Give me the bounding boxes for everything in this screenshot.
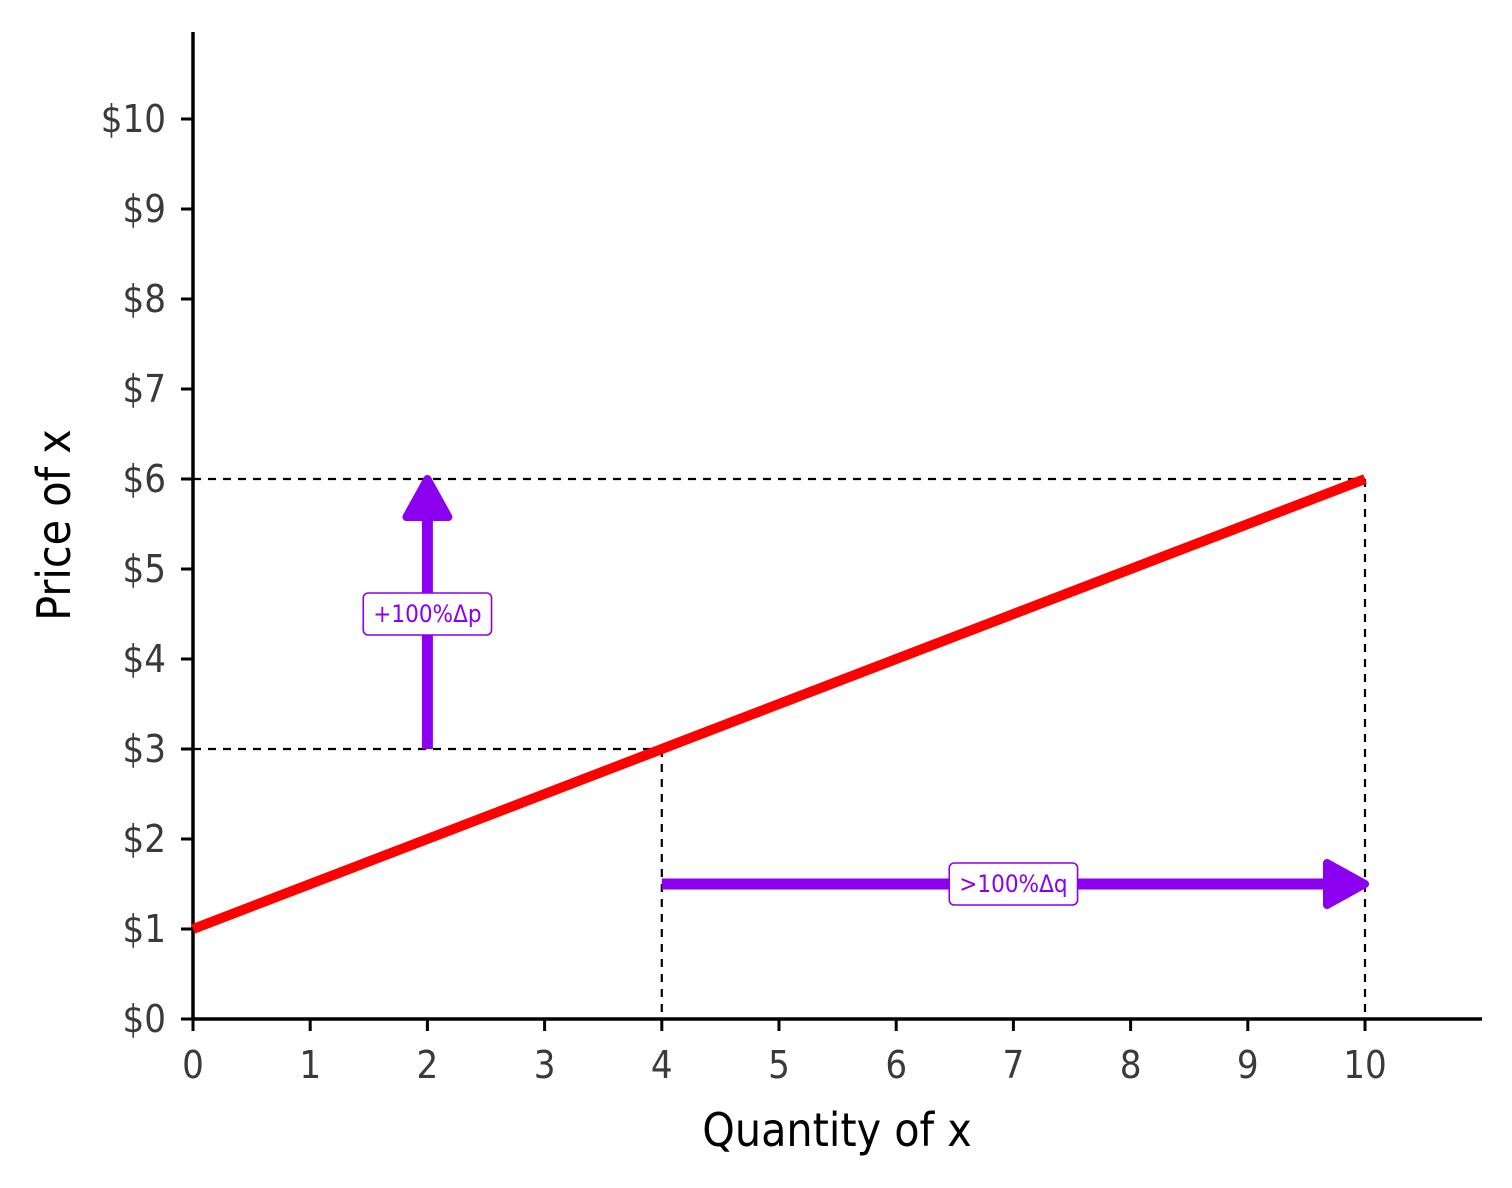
annotation-label-box (362, 592, 493, 636)
annotation-label-box (948, 862, 1079, 906)
x-tick-label: 0 (182, 1043, 204, 1087)
reference-lines (193, 477, 1367, 1019)
x-axis-ticks: 0 1 2 3 4 5 6 7 8 9 10 (182, 1019, 1387, 1087)
x-tick-label: 4 (651, 1043, 673, 1087)
x-tick-label: 5 (768, 1043, 790, 1087)
x-tick-label: 2 (417, 1043, 439, 1087)
series-layer (191, 474, 1367, 934)
price-change-arrow-head (402, 475, 453, 521)
y-axis-title: Price of x (27, 429, 81, 621)
x-tick-label: 10 (1343, 1043, 1387, 1087)
x-tick-label: 3 (534, 1043, 556, 1087)
y-tick-label: $1 (123, 907, 167, 951)
y-tick-label: $8 (123, 277, 167, 321)
y-tick-label: $9 (123, 187, 167, 231)
y-tick-label: $3 (123, 727, 167, 771)
x-tick-label: 1 (299, 1043, 321, 1087)
y-tick-label: $6 (123, 457, 167, 501)
arrows-layer: +100%Δp >100%Δq (362, 475, 1369, 909)
y-tick-label: $4 (123, 637, 167, 681)
quantity-change-arrow-head (1323, 859, 1369, 909)
x-tick-label: 9 (1237, 1043, 1259, 1087)
y-tick-label: $2 (123, 817, 167, 861)
y-tick-label: $5 (123, 547, 167, 591)
y-tick-label: $7 (123, 367, 167, 411)
y-axis-ticks: $0 $1 $2 $3 $4 $5 $6 $7 $8 $9 $10 (101, 97, 193, 1041)
axes (191, 32, 1482, 1021)
x-tick-label: 8 (1120, 1043, 1142, 1087)
y-tick-label: $0 (123, 997, 167, 1041)
y-tick-label: $10 (101, 97, 166, 141)
x-axis-title: Quantity of x (702, 1103, 971, 1157)
quantity-change-label: >100%Δq (959, 870, 1067, 898)
supply-curve-line (191, 474, 1367, 934)
x-tick-label: 7 (1003, 1043, 1025, 1087)
price-change-label: +100%Δp (373, 600, 481, 628)
x-tick-label: 6 (885, 1043, 907, 1087)
